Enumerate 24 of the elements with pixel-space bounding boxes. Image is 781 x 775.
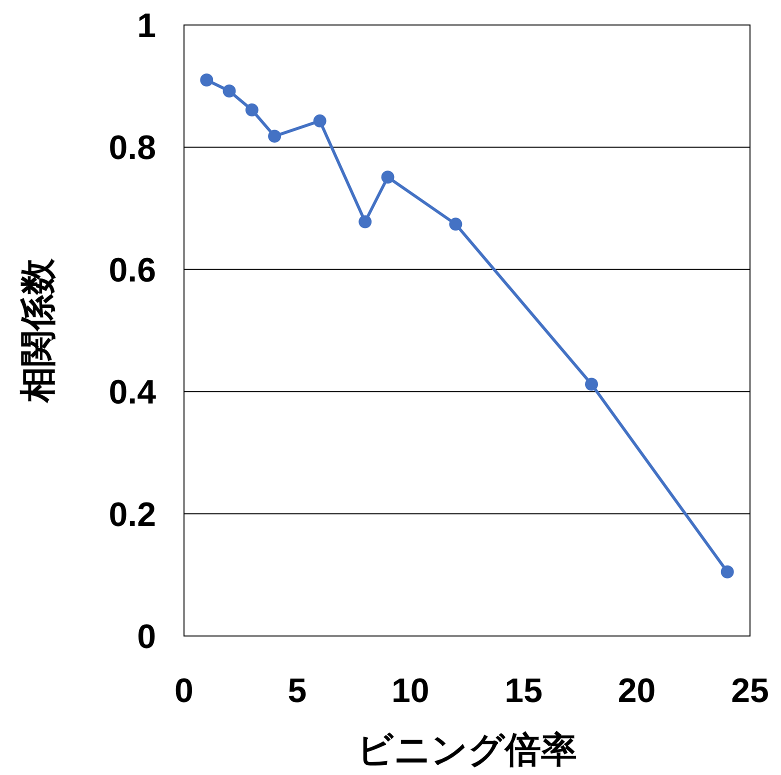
x-tick-label: 25	[731, 672, 769, 710]
x-axis-title: ビニング倍率	[357, 729, 577, 770]
y-axis-title: 相関係数	[17, 258, 58, 404]
point	[200, 73, 214, 86]
y-tick-label: 0.4	[108, 374, 156, 412]
x-tick-label: 15	[504, 672, 543, 710]
point	[245, 103, 258, 116]
x-tick-label: 10	[391, 672, 430, 710]
y-tick-label: 0	[137, 618, 156, 656]
x-tick-label: 5	[288, 672, 307, 710]
y-tick-label: 0.2	[108, 496, 156, 534]
point	[449, 218, 462, 231]
y-tick-label: 0.8	[108, 129, 156, 168]
x-tick-label: 0	[174, 672, 194, 710]
point	[313, 114, 326, 128]
x-tick-label: 20	[618, 672, 656, 710]
point	[268, 130, 282, 143]
point	[381, 170, 394, 184]
y-tick-label: 0.6	[108, 251, 156, 290]
point	[358, 215, 372, 228]
point	[585, 378, 598, 391]
y-tick-label: 1	[137, 7, 156, 45]
point	[222, 84, 236, 98]
point	[720, 565, 734, 578]
